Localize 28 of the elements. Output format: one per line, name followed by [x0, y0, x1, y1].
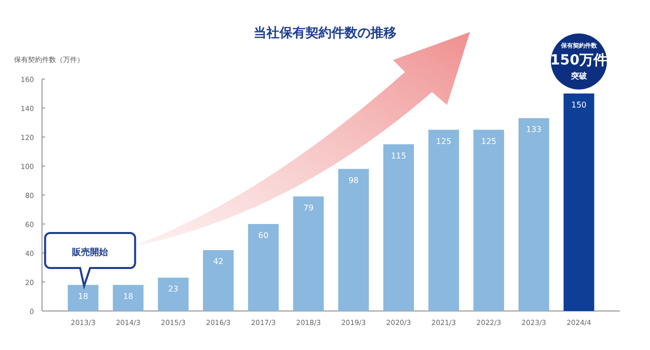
data-label: 18: [123, 292, 134, 301]
data-label: 125: [481, 136, 496, 146]
data-label: 60: [258, 231, 268, 240]
annotation: 販売開始: [71, 247, 110, 258]
text: 150万件: [550, 52, 608, 68]
bar: [428, 130, 460, 311]
data-label: 125: [436, 136, 452, 146]
bar: [473, 130, 504, 311]
data-label: 42: [213, 257, 224, 266]
annotation: 突破: [570, 72, 588, 80]
data-label: 18: [78, 292, 88, 301]
bar: [248, 224, 279, 311]
data-label: 23: [168, 284, 178, 294]
bar: [338, 168, 369, 311]
data-label: 150: [571, 100, 587, 110]
bar: [202, 250, 234, 311]
bar: [158, 278, 189, 311]
data-label: 79: [303, 203, 314, 212]
data-label: 133: [526, 125, 542, 134]
bar: [293, 196, 324, 311]
data-label: 115: [390, 151, 406, 160]
data-label: 98: [348, 176, 359, 185]
bar: [68, 284, 98, 311]
bar: [112, 284, 144, 311]
bar: [564, 94, 594, 311]
chart-title: 当社保有契約件数の推移: [254, 25, 396, 41]
bar: [518, 118, 550, 311]
bar: [383, 144, 414, 311]
